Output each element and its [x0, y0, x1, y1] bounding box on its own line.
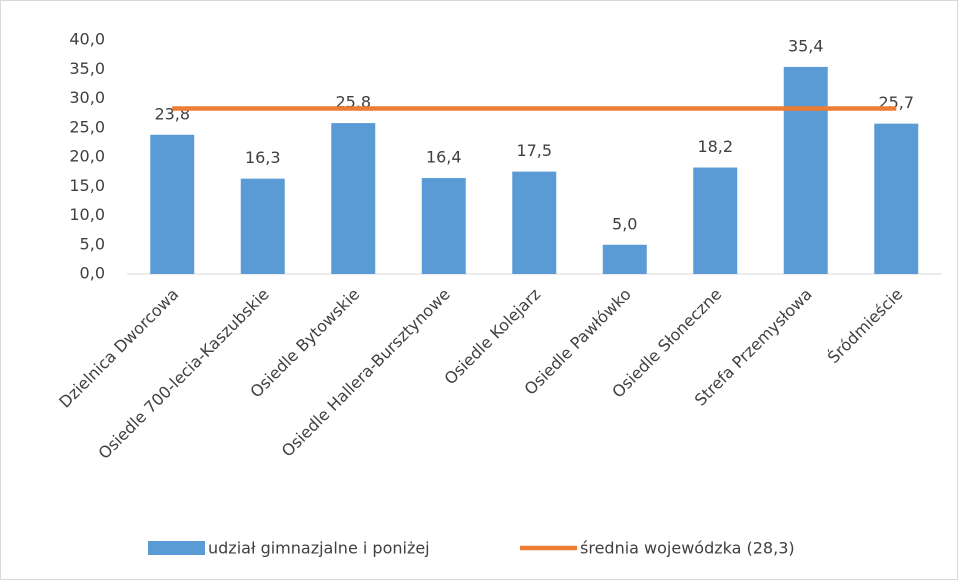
y-tick-label: 10,0 [69, 205, 105, 224]
bar [331, 123, 376, 274]
y-tick-label: 0,0 [80, 264, 105, 283]
data-label: 5,0 [612, 214, 637, 233]
y-tick-label: 5,0 [80, 234, 105, 253]
y-tick-label: 20,0 [69, 147, 105, 166]
y-tick-label: 25,0 [69, 117, 105, 136]
bar [240, 178, 285, 274]
legend-swatch [148, 541, 205, 555]
bar [693, 167, 738, 274]
bar [874, 123, 919, 274]
bar [150, 134, 195, 274]
legend-label: udział gimnazjalne i poniżej [208, 539, 430, 558]
legend-label: średnia wojewódzka (28,3) [580, 539, 795, 558]
y-tick-label: 30,0 [69, 88, 105, 107]
bar [421, 178, 466, 274]
data-label: 16,3 [245, 148, 281, 167]
data-label: 17,5 [516, 141, 552, 160]
bar [512, 171, 557, 274]
data-label: 16,4 [426, 148, 462, 167]
data-label: 35,4 [788, 36, 824, 55]
data-label: 18,2 [697, 137, 733, 156]
y-tick-label: 35,0 [69, 59, 105, 78]
y-tick-label: 40,0 [69, 30, 105, 49]
bar [602, 244, 647, 274]
bar [783, 66, 828, 274]
y-tick-label: 15,0 [69, 176, 105, 195]
